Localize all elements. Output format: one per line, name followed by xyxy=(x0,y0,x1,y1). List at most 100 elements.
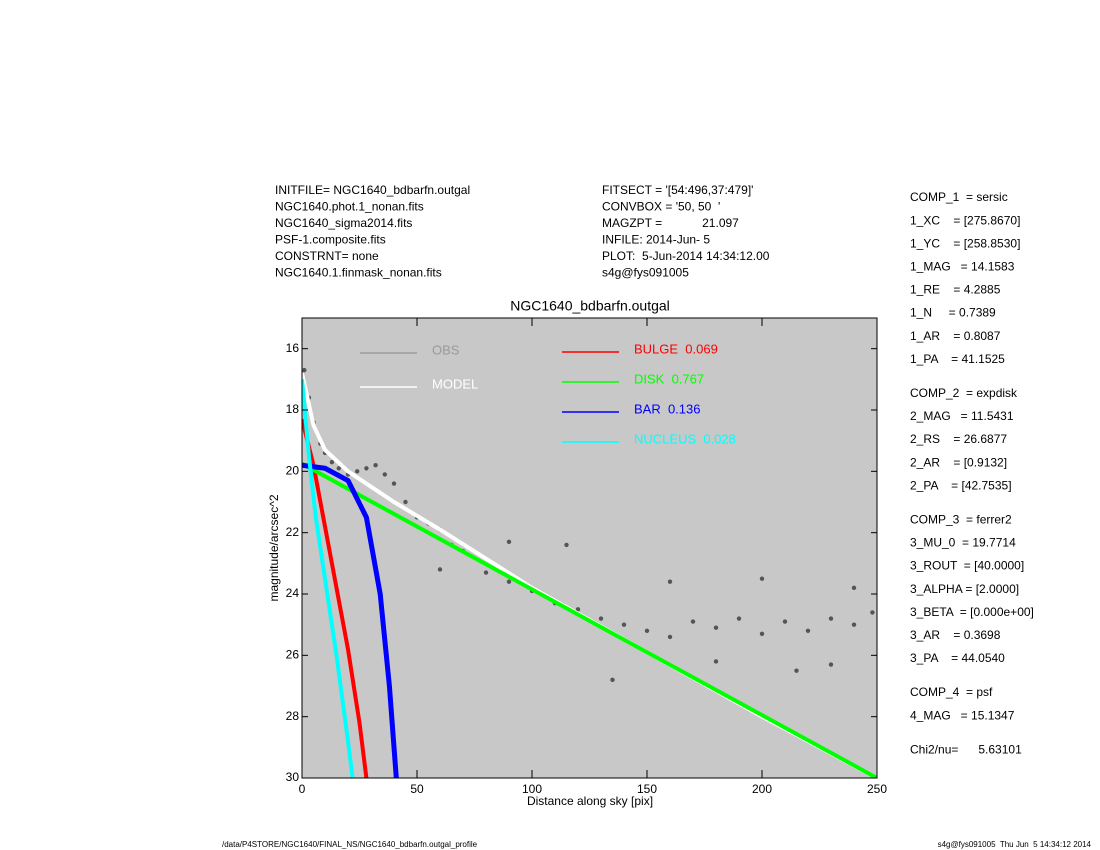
header-line: FITSECT = '[54:496,37:479]' xyxy=(602,183,753,197)
x-tick-label: 0 xyxy=(299,782,306,796)
parameter: 2_RS = 26.6877 xyxy=(910,432,1007,446)
y-tick-label: 22 xyxy=(286,525,300,539)
parameter: 3_MU_0 = 19.7714 xyxy=(910,536,1016,550)
obs-point xyxy=(759,576,765,581)
x-tick-label: 200 xyxy=(752,782,772,796)
plot-area xyxy=(302,367,877,778)
obs-point xyxy=(782,619,788,624)
chart-title: NGC1640_bdbarfn.outgal xyxy=(510,298,670,314)
parameter: 3_ALPHA = [2.0000] xyxy=(910,582,1019,596)
obs-point xyxy=(828,616,834,621)
parameter: 2_MAG = 11.5431 xyxy=(910,409,1014,423)
header-line: NGC1640.phot.1_nonan.fits xyxy=(275,200,424,214)
obs-point xyxy=(851,585,857,591)
header-line: CONVBOX = '50, 50 ' xyxy=(602,200,720,214)
header-line: CONSTRNT= none xyxy=(275,249,379,263)
header-line: INITFILE= NGC1640_bdbarfn.outgal xyxy=(275,183,470,197)
profile-line xyxy=(302,461,877,778)
plot-background xyxy=(302,318,877,778)
y-tick-label: 28 xyxy=(286,709,300,723)
obs-point xyxy=(870,610,875,615)
parameter: COMP_2 = expdisk xyxy=(910,386,1018,400)
obs-point xyxy=(336,466,341,471)
header-line: MAGZPT = 21.097 xyxy=(602,216,739,230)
parameter: Chi2/nu= 5.63101 xyxy=(910,742,1022,756)
header-line: INFILE: 2014-Jun- 5 xyxy=(602,233,710,247)
x-tick-label: 100 xyxy=(522,782,542,796)
obs-point xyxy=(437,567,443,572)
parameter: 1_AR = 0.8087 xyxy=(910,329,1001,343)
footer-stamp: s4g@fys091005 Thu Jun 5 14:34:12 2014 xyxy=(938,840,1092,849)
obs-point xyxy=(403,499,408,505)
parameter: 3_PA = 44.0540 xyxy=(910,651,1005,665)
legend-label: BULGE 0.069 xyxy=(634,341,718,356)
obs-point xyxy=(736,616,742,621)
parameter: 1_RE = 4.2885 xyxy=(910,283,1001,297)
x-tick-label: 250 xyxy=(867,782,887,796)
y-tick-label: 20 xyxy=(286,464,300,478)
y-tick-label: 18 xyxy=(286,402,300,416)
obs-point xyxy=(667,579,673,584)
obs-point xyxy=(794,668,799,673)
obs-point xyxy=(713,659,719,664)
obs-point xyxy=(667,634,673,640)
parameter: 1_MAG = 14.1583 xyxy=(910,259,1015,273)
legend-label: MODEL xyxy=(432,376,478,391)
obs-point xyxy=(355,469,360,474)
obs-point xyxy=(610,677,615,683)
obs-point xyxy=(621,622,627,627)
obs-point xyxy=(575,607,581,612)
obs-point xyxy=(506,539,512,545)
y-axis-label: magnitude/arcsec^2 xyxy=(267,494,281,601)
parameter: 4_MAG = 15.1347 xyxy=(910,708,1015,722)
x-tick-label: 50 xyxy=(410,782,424,796)
obs-point xyxy=(391,481,397,486)
parameter: 2_PA = [42.7535] xyxy=(910,478,1012,492)
parameter: 1_YC = [258.8530] xyxy=(910,236,1020,250)
obs-point xyxy=(373,463,378,468)
parameter: 1_PA = 41.1525 xyxy=(910,352,1005,366)
obs-point xyxy=(828,662,834,667)
obs-point xyxy=(644,628,650,633)
parameter: 2_AR = [0.9132] xyxy=(910,455,1007,469)
header-line: PLOT: 5-Jun-2014 14:34:12.00 xyxy=(602,249,770,263)
obs-point xyxy=(329,459,335,465)
header-line: NGC1640.1.finmask_nonan.fits xyxy=(275,266,442,280)
footer-path: /data/P4STORE/NGC1640/FINAL_NS/NGC1640_b… xyxy=(222,840,478,849)
obs-point xyxy=(382,472,387,477)
obs-point xyxy=(483,570,489,575)
obs-point xyxy=(302,367,307,373)
parameter: COMP_1 = sersic xyxy=(910,190,1008,204)
parameter: 3_BETA = [0.000e+00] xyxy=(910,605,1034,619)
legend-label: BAR 0.136 xyxy=(634,401,701,416)
parameter: COMP_4 = psf xyxy=(910,685,993,699)
obs-point xyxy=(690,619,696,624)
profile-line xyxy=(302,462,399,778)
obs-point xyxy=(598,616,604,621)
x-tick-label: 150 xyxy=(637,782,657,796)
y-tick-label: 24 xyxy=(286,586,300,600)
legend-label: DISK 0.767 xyxy=(634,371,704,386)
plot-frame xyxy=(301,317,878,779)
x-axis-label: Distance along sky [pix] xyxy=(527,794,653,808)
legend-label: OBS xyxy=(432,342,460,357)
parameter: 1_XC = [275.8670] xyxy=(910,213,1020,227)
obs-point xyxy=(713,625,719,630)
y-tick-label: 26 xyxy=(286,648,300,662)
obs-point xyxy=(506,579,512,584)
obs-point xyxy=(364,466,369,471)
profile-line xyxy=(302,379,355,778)
parameter: 3_ROUT = [40.0000] xyxy=(910,559,1024,573)
header-line: s4g@fys091005 xyxy=(602,266,689,280)
obs-point xyxy=(564,542,569,548)
header-line: NGC1640_sigma2014.fits xyxy=(275,216,412,230)
parameter: 1_N = 0.7389 xyxy=(910,306,996,320)
obs-point xyxy=(805,628,811,633)
y-tick-label: 30 xyxy=(286,770,300,784)
header-line: PSF-1.composite.fits xyxy=(275,233,386,247)
y-tick-label: 16 xyxy=(286,341,300,355)
parameter: 3_AR = 0.3698 xyxy=(910,628,1001,642)
obs-point xyxy=(851,622,857,627)
